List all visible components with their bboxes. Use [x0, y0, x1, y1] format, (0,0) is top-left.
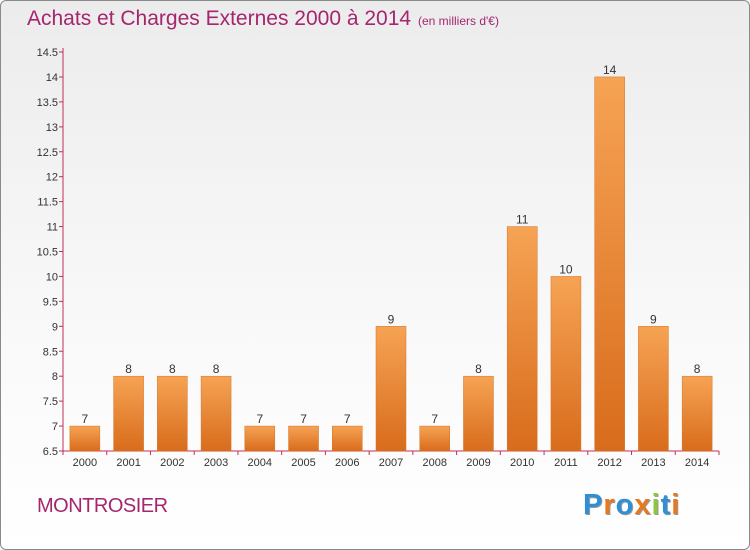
y-tick-label: 8.5: [43, 346, 58, 358]
x-tick-label-2014: 2014: [685, 457, 709, 469]
y-tick-label: 13: [46, 122, 58, 134]
bar-2008[interactable]: [419, 425, 450, 452]
data-label-2004: 7: [256, 412, 263, 426]
logo-letter: P: [583, 489, 604, 521]
logo-letter: o: [615, 489, 635, 521]
data-label-2013: 9: [650, 312, 657, 326]
y-tick-label: 7: [52, 421, 58, 433]
y-tick-label: 13.5: [37, 97, 58, 109]
logo-letter: r: [603, 489, 616, 521]
x-tick-label-2008: 2008: [422, 457, 446, 469]
data-label-2001: 8: [125, 362, 132, 376]
data-label-2002: 8: [169, 362, 176, 376]
logo-letter: t: [660, 489, 672, 521]
bar-2014[interactable]: [681, 375, 713, 452]
bar-2013[interactable]: [638, 326, 669, 452]
y-tick-label: 7.5: [43, 396, 58, 408]
data-label-2011: 10: [559, 262, 573, 276]
y-tick-label: 10: [46, 271, 58, 283]
bar-2004[interactable]: [244, 425, 276, 452]
bar-2011[interactable]: [550, 276, 582, 452]
bar-2003[interactable]: [200, 375, 232, 452]
y-tick-label: 14.5: [37, 47, 58, 59]
y-tick-label: 12.5: [37, 147, 58, 159]
x-tick-label-2003: 2003: [204, 457, 228, 469]
y-tick-label: 8: [52, 371, 58, 383]
x-tick-label-2012: 2012: [597, 457, 621, 469]
proxiti-logo[interactable]: Proxiti: [583, 489, 680, 522]
bar-2012[interactable]: [594, 76, 625, 452]
y-axis: 6.5 7 7.5 8 8.5 9 9.5 10 10.5 11 11.5 12 12.5 13 13.5 1…: [37, 47, 64, 458]
bar-2009[interactable]: [463, 375, 494, 452]
logo-letter: i: [651, 489, 661, 521]
y-tick-label: 11: [47, 222, 58, 234]
bars-group: [69, 76, 713, 452]
x-tick-label-2006: 2006: [335, 457, 359, 469]
x-tick-label-2005: 2005: [291, 457, 315, 469]
bar-2010[interactable]: [506, 226, 538, 452]
x-tick-label-2001: 2001: [116, 457, 140, 469]
bar-2001[interactable]: [113, 375, 144, 452]
x-tick-label-2010: 2010: [510, 457, 534, 469]
bar-2006[interactable]: [332, 425, 363, 452]
x-tick-label-2013: 2013: [641, 457, 665, 469]
data-labels-group: 7 8 8 8 7 7 7 9 7 8 11 10 14 9 8: [82, 63, 701, 426]
chart-subtitle: (en milliers d'€): [418, 14, 499, 28]
logo-letter: x: [634, 489, 652, 521]
data-label-2010: 11: [516, 213, 529, 227]
y-tick-label: 9.5: [43, 296, 58, 308]
y-tick-label: 10.5: [37, 247, 58, 259]
town-name: MONTROSIER: [37, 495, 168, 517]
data-label-2003: 8: [213, 362, 220, 376]
data-label-2007: 9: [388, 312, 395, 326]
x-tick-label-2002: 2002: [160, 457, 184, 469]
x-tick-label-2011: 2011: [554, 457, 578, 469]
bar-2002[interactable]: [157, 375, 188, 452]
x-tick-label-2009: 2009: [466, 457, 490, 469]
bar-2000[interactable]: [69, 425, 101, 452]
data-label-2012: 14: [603, 63, 617, 77]
y-tick-label: 12: [46, 172, 58, 184]
data-label-2006: 7: [344, 412, 351, 426]
logo-letter: i: [671, 489, 681, 521]
bar-2005[interactable]: [288, 425, 319, 452]
data-label-2009: 8: [475, 362, 482, 376]
x-axis: 2000 2001 2002 2003 2004 2005 2006 2007 2008 2009…: [62, 450, 720, 469]
x-tick-label-2000: 2000: [73, 457, 97, 469]
y-tick-label: 11.5: [37, 197, 58, 209]
data-label-2000: 7: [82, 412, 89, 426]
data-label-2014: 8: [694, 362, 701, 376]
y-tick-label: 6.5: [43, 446, 58, 458]
bar-2007[interactable]: [375, 326, 407, 452]
data-label-2008: 7: [431, 412, 438, 426]
x-tick-label-2007: 2007: [379, 457, 403, 469]
data-label-2005: 7: [300, 412, 307, 426]
y-tick-label: 14: [46, 72, 58, 84]
x-tick-label-2004: 2004: [248, 457, 272, 469]
y-tick-label: 9: [52, 321, 58, 333]
chart-title: Achats et Charges Externes 2000 à 2014: [27, 7, 412, 30]
